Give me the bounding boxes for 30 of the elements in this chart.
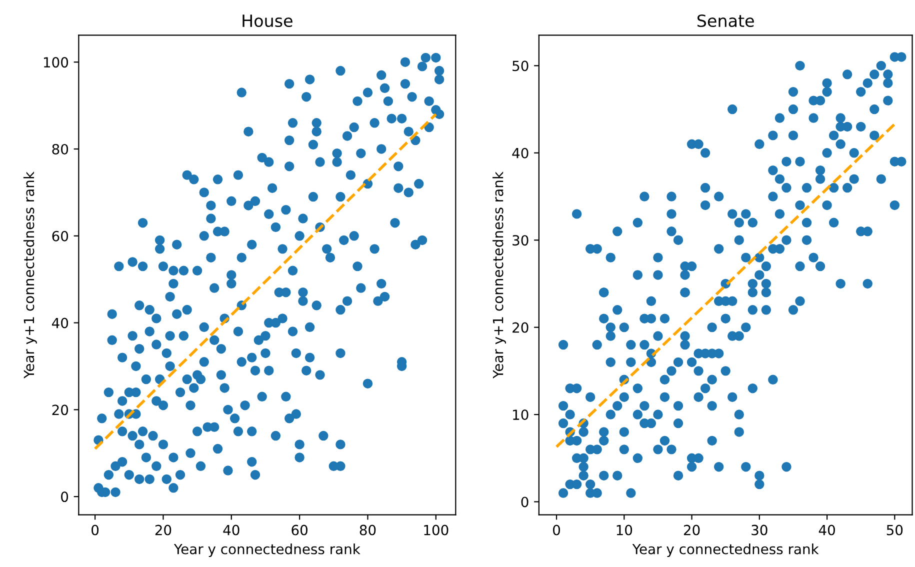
y-tick-label: 50	[512, 60, 528, 72]
x-tick-label: 100	[424, 524, 448, 536]
chart-title: House	[242, 14, 292, 28]
x-tick-label: 50	[886, 524, 903, 536]
x-tick-label: 0	[92, 524, 99, 536]
x-tick-label: 20	[684, 524, 700, 536]
x-axis-title: Year y connectedness rank	[632, 544, 819, 557]
y-tick-label: 40	[512, 148, 528, 158]
y-tick-label: 80	[52, 144, 68, 154]
y-tick-label: 40	[52, 318, 68, 328]
y-axis-title: Year y+1 connectedness rank	[492, 172, 506, 379]
x-tick-label: 40	[818, 524, 835, 536]
y-tick-label: 20	[52, 404, 68, 416]
chart-title: Senate	[697, 14, 754, 28]
x-axis-title: Year y connectedness rank	[174, 544, 360, 557]
y-tick-label: 0	[61, 492, 68, 502]
y-tick-label: 0	[521, 496, 528, 508]
y-tick-label: 60	[52, 230, 68, 242]
x-tick-label: 60	[292, 524, 308, 536]
x-tick-label: 80	[360, 524, 376, 536]
x-tick-label: 10	[616, 524, 632, 536]
x-tick-label: 0	[553, 524, 560, 536]
x-tick-label: 40	[223, 524, 240, 536]
y-tick-label: 100	[44, 57, 68, 68]
x-tick-label: 20	[155, 524, 172, 536]
y-tick-label: 10	[513, 410, 528, 420]
y-axis-title: Year y+1 connectedness rank	[23, 172, 37, 379]
x-tick-label: 30	[752, 524, 768, 536]
y-tick-label: 20	[512, 322, 528, 333]
y-tick-label: 30	[512, 235, 528, 246]
